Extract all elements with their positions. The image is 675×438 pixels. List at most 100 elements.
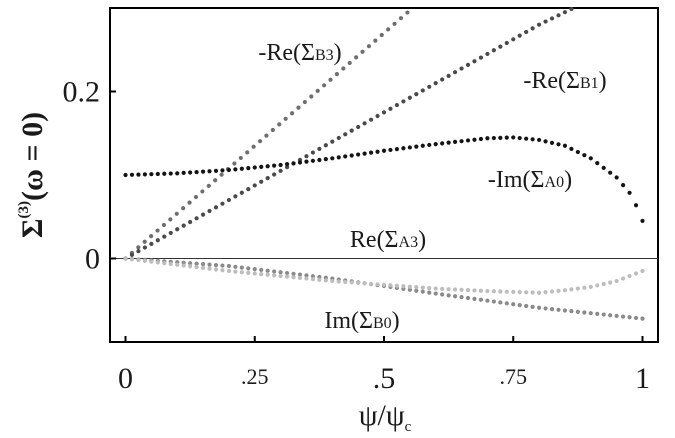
series-2-point	[621, 183, 626, 188]
series-1-point	[388, 106, 393, 111]
series-1-point	[194, 216, 199, 221]
series-2-point	[608, 170, 613, 175]
series-3-point	[588, 311, 593, 316]
series-0-point	[206, 183, 211, 188]
series-0-point	[360, 49, 365, 54]
series-1-point	[452, 70, 458, 75]
series-3-point	[304, 273, 309, 278]
series-0-point	[213, 178, 218, 183]
series-1-point	[284, 165, 290, 170]
x-tick-label-1: .25	[241, 364, 269, 389]
series-0-point	[328, 77, 333, 82]
series-2-point	[633, 203, 639, 208]
series-2-point	[459, 139, 464, 144]
series-label-0: -Re(ΣB3)	[258, 40, 341, 66]
series-2-point	[375, 149, 380, 154]
series-1-point	[252, 183, 257, 188]
series-3-point	[549, 307, 555, 312]
series-3-point	[536, 305, 542, 310]
series-4-point	[200, 265, 206, 270]
series-2-point	[524, 136, 529, 141]
plot-frame	[109, 7, 659, 343]
series-0-point	[155, 228, 160, 233]
series-0-point	[289, 111, 295, 116]
series-3-point	[284, 270, 290, 276]
series-4-point	[310, 277, 316, 282]
series-1-point	[465, 62, 471, 67]
series-1-point	[478, 55, 484, 60]
series-2-point	[368, 150, 374, 155]
series-0-point	[386, 27, 391, 32]
series-label-2: -Im(ΣA0)	[488, 167, 572, 193]
series-2-point	[595, 161, 600, 166]
series-4-point	[388, 283, 393, 288]
series-3-point	[485, 298, 490, 303]
series-0-point	[392, 21, 397, 26]
series-3-point	[433, 291, 438, 296]
series-4-point	[330, 278, 335, 284]
series-4-point	[517, 290, 522, 295]
series-2-point	[142, 172, 147, 177]
series-4-point	[478, 288, 484, 293]
series-3-point	[459, 295, 464, 300]
series-1-point	[375, 113, 380, 119]
series-3-point	[504, 301, 509, 306]
series-1-point	[343, 132, 348, 137]
series-3-point	[621, 314, 626, 319]
series-4-point	[543, 290, 548, 295]
series-2-point	[175, 171, 180, 176]
series-4-point	[194, 265, 199, 270]
series-3-point	[569, 309, 574, 314]
series-3-point	[608, 313, 613, 318]
series-3-point	[246, 266, 251, 271]
series-0-point	[322, 83, 327, 88]
series-layer	[123, 6, 645, 321]
series-4-point	[446, 287, 451, 292]
x-tick-label-4: 1	[635, 362, 650, 395]
series-2	[123, 135, 645, 224]
series-2-point	[265, 164, 270, 169]
series-3-point	[213, 262, 219, 268]
series-3-point	[239, 265, 244, 270]
series-2-point	[310, 158, 316, 163]
series-2-point	[420, 143, 425, 148]
series-1-point	[259, 179, 264, 184]
y-tick-label-1: 0.2	[63, 76, 101, 109]
series-4-point	[213, 267, 219, 272]
series-4-point	[588, 284, 593, 289]
tick-layer: 0 .25 .5 .75 1 0 0.2	[63, 76, 650, 396]
y-axis-title: Σ(3)(ω = 0)	[16, 112, 49, 238]
series-3-point	[233, 264, 238, 269]
series-2-point	[517, 135, 522, 141]
series-4-point	[181, 263, 186, 268]
series-1-point	[459, 66, 464, 71]
series-2-point	[129, 172, 135, 177]
series-2-point	[162, 171, 167, 176]
series-0-point	[168, 217, 173, 222]
series-2-point	[213, 168, 219, 173]
series-0-point	[181, 206, 186, 211]
series-0-point	[174, 211, 179, 216]
series-1-point	[246, 186, 251, 192]
series-4-point	[420, 285, 425, 290]
series-3-point	[420, 289, 425, 294]
series-4-point	[491, 289, 496, 294]
series-3-point	[194, 261, 199, 266]
series-4-point	[136, 257, 141, 263]
series-4-point	[291, 275, 296, 280]
series-4-point	[627, 273, 632, 279]
series-3-point	[272, 269, 277, 274]
series-4-point	[459, 287, 464, 292]
series-2-point	[446, 140, 451, 145]
series-1-point	[549, 16, 555, 21]
series-0-point	[270, 127, 275, 133]
series-1-point	[136, 249, 141, 254]
series-1-point	[323, 143, 328, 148]
series-1-point	[129, 252, 135, 257]
series-4-point	[556, 288, 561, 293]
series-3-point	[297, 272, 303, 277]
series-0-point	[277, 122, 282, 127]
series-4-point	[343, 279, 348, 285]
series-1-point	[414, 92, 419, 97]
series-1-point	[407, 95, 412, 100]
